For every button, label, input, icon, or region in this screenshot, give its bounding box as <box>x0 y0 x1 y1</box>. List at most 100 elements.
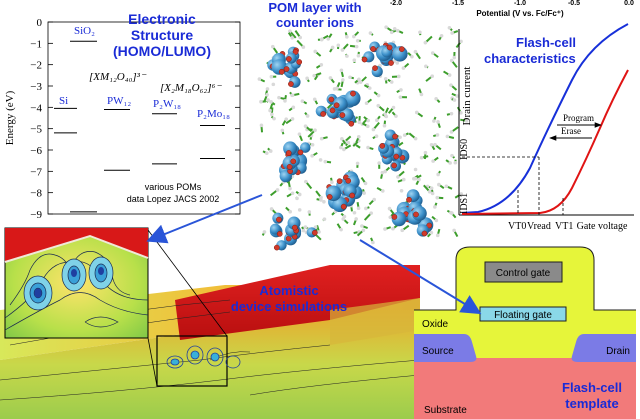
hydrogen-atom <box>365 124 370 129</box>
oxygen-atom <box>285 150 292 156</box>
hydrogen-atom <box>290 191 295 196</box>
oxygen-atom <box>283 66 290 72</box>
hydrogen-atom <box>399 188 404 193</box>
vt0-label: VT0 <box>508 221 526 232</box>
oxygen-atom <box>391 214 398 220</box>
label-p2w18: P₂W₁₈ <box>153 98 181 110</box>
hydrogen-atom <box>271 82 276 87</box>
hydrogen-atom <box>369 211 374 215</box>
hydrogen-atom <box>430 191 435 196</box>
hydrogen-atom <box>295 196 299 201</box>
substrate <box>414 358 636 419</box>
label-p2mo18: P₂Mo₁₈ <box>197 108 230 120</box>
hydrogen-atom <box>301 45 306 49</box>
hydrogen-atom <box>414 110 419 115</box>
hydrogen-atom <box>391 226 395 231</box>
note-line1: various POMs <box>145 182 202 192</box>
hydrogen-atom <box>447 73 452 77</box>
hydrogen-atom <box>453 160 458 165</box>
oxygen-atom <box>392 133 398 140</box>
hydrogen-atom <box>449 111 454 116</box>
hydrogen-atom <box>419 155 424 160</box>
hydrogen-atom <box>371 240 375 245</box>
oxygen-atom <box>388 60 394 66</box>
hydrogen-atom <box>371 127 376 132</box>
pom-label-line1: POM layer with <box>268 0 361 15</box>
red-gate-block <box>175 265 420 340</box>
hydrogen-atom <box>269 100 273 104</box>
hydrogen-atom <box>434 96 438 101</box>
hydrogen-atom <box>448 161 452 165</box>
oxygen-atom <box>297 149 304 156</box>
arrow-to-template <box>359 239 482 315</box>
hydrogen-atom <box>436 120 440 124</box>
hydrogen-atom <box>341 78 345 82</box>
hydrogen-atom <box>400 228 405 233</box>
flash-title-line1: Flash-cell <box>516 35 576 50</box>
hydrogen-atom <box>328 76 333 80</box>
hydrogen-atom <box>449 83 453 87</box>
hydrogen-atom <box>410 54 414 59</box>
hydrogen-atom <box>307 210 312 214</box>
hydrogen-atom <box>455 94 460 98</box>
hydrogen-atom <box>284 117 289 121</box>
template-title-line1: Flash-cell <box>562 380 622 395</box>
energy-tick-label: 0 <box>37 17 43 29</box>
hydrogen-atom <box>450 153 454 158</box>
hydrogen-atom <box>376 93 381 98</box>
control-gate-label: Control gate <box>496 268 551 279</box>
hydrogen-atom <box>300 99 305 103</box>
hydrogen-atom <box>346 140 351 145</box>
hydrogen-atom <box>398 135 402 140</box>
oxygen-atom <box>398 46 405 52</box>
hydrogen-atom <box>372 197 377 202</box>
hydrogen-atom <box>364 206 368 211</box>
flash-characteristics-chart: -2.0 -1.5 -1.0 -0.5 0.0 Potential (V vs. Fc/… <box>390 0 634 232</box>
hydrogen-atom <box>429 186 434 191</box>
label-si: Si <box>59 95 68 107</box>
hydrogen-atom <box>413 49 418 54</box>
hydrogen-atom <box>265 87 270 91</box>
hydrogen-atom <box>340 137 344 141</box>
hydrogen-atom <box>257 77 262 81</box>
hydrogen-atom <box>323 159 328 164</box>
oxygen-atom <box>333 102 340 109</box>
flash-title-line2: characteristics <box>484 51 576 66</box>
hydrogen-atom <box>288 186 292 191</box>
hydrogen-atom <box>259 123 264 128</box>
oxygen-atom <box>399 154 406 161</box>
hydrogen-atom <box>354 217 358 221</box>
hydrogen-atom <box>382 123 387 128</box>
hydrogen-atom <box>290 117 295 121</box>
oxygen-atom <box>348 120 355 127</box>
oxygen-atom <box>329 107 336 114</box>
oxygen-atom <box>386 44 393 51</box>
hydrogen-atom <box>340 48 345 52</box>
hydrogen-atom <box>277 95 281 100</box>
hydrogen-atom <box>313 225 318 229</box>
inset-red-gate <box>5 228 148 262</box>
hydrogen-atom <box>419 92 424 97</box>
potential-tick-label: -1.5 <box>452 0 464 7</box>
template-title-line2: template <box>565 396 618 411</box>
oxygen-atom <box>320 111 326 117</box>
energy-tick-label: −6 <box>30 145 42 157</box>
hydrogen-atom <box>433 142 437 147</box>
simulation-inset <box>4 227 149 339</box>
oxygen-atom <box>372 65 378 71</box>
energy-title-line2: Structure <box>131 27 193 43</box>
simulation-label-line1: Atomistic <box>259 283 318 298</box>
hydrogen-atom <box>361 228 366 233</box>
hydrogen-atom <box>387 206 392 211</box>
label-pw12: PW₁₂ <box>107 95 131 107</box>
hydrogen-atom <box>431 159 435 163</box>
inset-blob-left <box>23 275 53 311</box>
hydrogen-atom <box>380 189 385 193</box>
hydrogen-atom <box>435 133 440 137</box>
hydrogen-atom <box>335 86 339 91</box>
hydrogen-atom <box>297 132 302 136</box>
hydrogen-atom <box>356 53 361 58</box>
hydrogen-atom <box>432 119 436 123</box>
oxygen-atom <box>406 196 412 203</box>
hydrogen-atom <box>341 217 346 221</box>
